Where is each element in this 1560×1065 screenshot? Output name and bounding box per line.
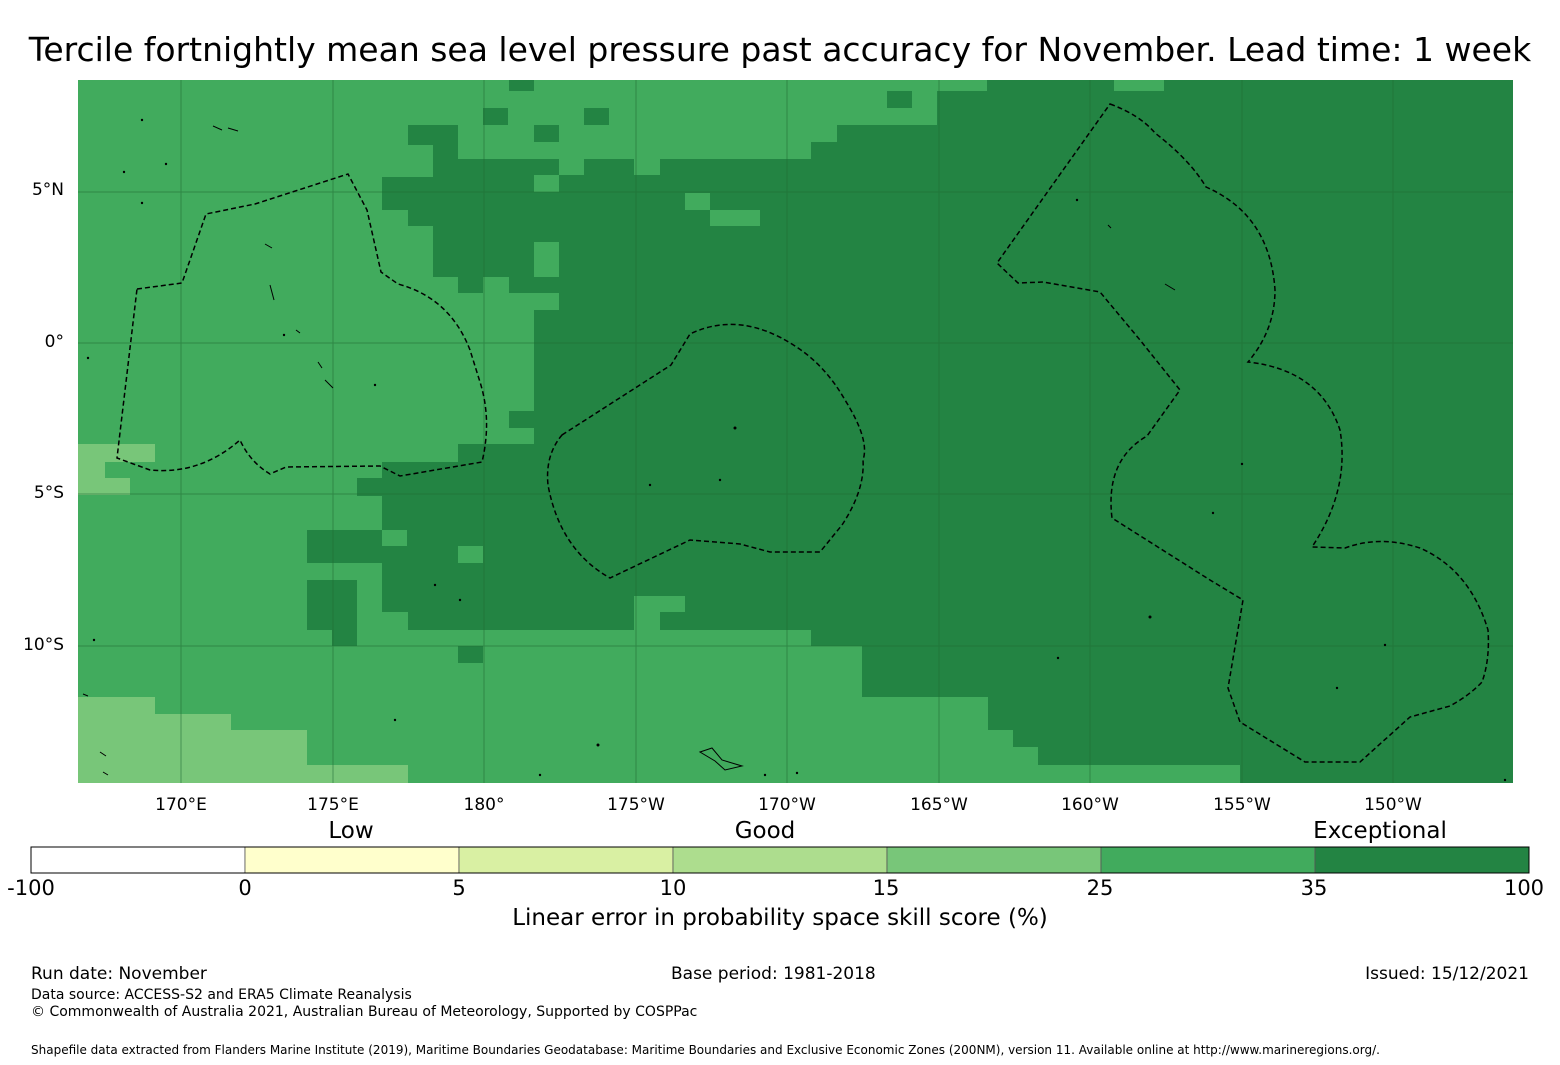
longitude-label-175e: 175°E [307, 795, 359, 815]
island-outline [82, 693, 109, 776]
category-label-exceptional: Exceptional [1313, 818, 1447, 844]
longitude-label-170e: 170°E [155, 795, 207, 815]
eez-boundary-line-islands [996, 103, 1490, 763]
colorbar [30, 846, 1530, 874]
colorbar-segment [1314, 846, 1530, 874]
longitude-label-175w: 175°W [607, 795, 665, 815]
colorbar-tick-label: 100 [1503, 876, 1545, 900]
issued-date: Issued: 15/12/2021 [1365, 964, 1529, 984]
gridlines [78, 80, 1513, 783]
latitude-label-5n: 5°N [31, 180, 64, 200]
data-source: Data source: ACCESS-S2 and ERA5 Climate … [31, 987, 412, 1003]
moderate-skill-region [78, 444, 408, 783]
latitude-label-5s: 5°S [33, 483, 64, 503]
shapefile-credit: Shapefile data extracted from Flanders M… [31, 1043, 1380, 1057]
latitude-label-0: 0° [44, 332, 64, 352]
island-outline [212, 125, 239, 132]
map-title: Tercile fortnightly mean sea level press… [28, 30, 1532, 69]
longitude-label-150w: 150°W [1364, 795, 1422, 815]
island-outline [264, 243, 334, 389]
colorbar-segment [672, 846, 888, 874]
island-outline [1107, 224, 1176, 291]
category-label-good: Good [734, 818, 796, 844]
category-label-low: Low [328, 818, 374, 844]
longitude-label-180: 180° [463, 795, 505, 815]
colorbar-segment [1100, 846, 1316, 874]
colorbar-tick-label: 15 [872, 876, 900, 900]
longitude-label-160w: 160°W [1061, 795, 1119, 815]
colorbar-segment [886, 846, 1102, 874]
colorbar-tick-label: 35 [1300, 876, 1328, 900]
longitude-label-165w: 165°W [910, 795, 968, 815]
longitude-label-170w: 170°W [758, 795, 816, 815]
island-outline [698, 747, 744, 771]
island-coastlines [82, 125, 1176, 776]
colorbar-border [30, 846, 1530, 874]
eez-boundary-kiribati-gilberts [116, 173, 488, 477]
eez-boundary-phoenix-islands [546, 323, 866, 579]
run-date: Run date: November [31, 964, 207, 984]
colorbar-segment [30, 846, 246, 874]
copyright: © Commonwealth of Australia 2021, Austra… [31, 1004, 698, 1020]
base-period: Base period: 1981-2018 [671, 964, 876, 984]
colorbar-tick-label: 10 [659, 876, 687, 900]
good-skill-patches [382, 80, 1164, 612]
colorbar-tick-label: 0 [238, 876, 252, 900]
colorbar-segment [244, 846, 460, 874]
colorbar-tick-label: -100 [7, 876, 55, 900]
small-island-dots [86, 118, 1507, 782]
colorbar-tick-label: 5 [452, 876, 466, 900]
latitude-label-10s: 10°S [23, 635, 64, 655]
colorbar-segment [458, 846, 674, 874]
colorbar-title: Linear error in probability space skill … [512, 905, 1048, 931]
colorbar-tick-label: 25 [1086, 876, 1114, 900]
longitude-label-155w: 155°W [1213, 795, 1271, 815]
